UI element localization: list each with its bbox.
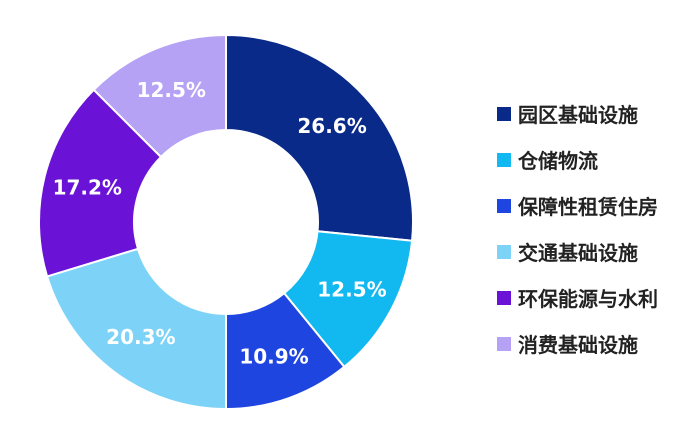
- slice-label-2: 12.5%: [317, 278, 386, 302]
- legend-swatch-4: [497, 244, 511, 259]
- legend-item-4: 交通基础设施: [497, 240, 658, 265]
- legend-item-5: 环保能源与水利: [497, 286, 658, 311]
- legend-item-3: 保障性租赁住房: [497, 194, 658, 219]
- legend-item-2: 仓储物流: [497, 148, 658, 173]
- legend-label-5: 环保能源与水利: [518, 287, 658, 311]
- slice-label-6: 12.5%: [137, 78, 206, 102]
- legend-swatch-6: [497, 336, 511, 351]
- legend-swatch-2: [497, 152, 511, 167]
- donut-slice-4: [45, 247, 227, 411]
- legend-item-1: 园区基础设施: [497, 102, 658, 127]
- legend-label-2: 仓储物流: [518, 149, 598, 173]
- legend-label-3: 保障性租赁住房: [518, 195, 658, 219]
- slice-label-4: 20.3%: [106, 325, 175, 349]
- legend-label-4: 交通基础设施: [518, 241, 638, 265]
- legend-label-1: 园区基础设施: [518, 103, 638, 127]
- chart-legend: 园区基础设施 仓储物流保障性租赁住房 交通基础设施 环保能源与水利 消费基础设施: [497, 102, 658, 378]
- legend-swatch-3: [497, 198, 511, 213]
- legend-label-6: 消费基础设施: [518, 333, 638, 357]
- legend-swatch-5: [497, 290, 511, 305]
- legend-item-6: 消费基础设施: [497, 332, 658, 357]
- slice-label-5: 17.2%: [53, 175, 122, 199]
- slice-label-1: 26.6%: [297, 114, 366, 138]
- donut-slice-6: [92, 33, 227, 159]
- legend-swatch-1: [497, 106, 511, 121]
- donut-slice-1: [225, 33, 414, 242]
- donut-slice-labels: 26.6% 12.5% 10.9% 20.3% 17.2% 12.5%: [53, 78, 387, 369]
- donut-slice-5: [38, 88, 163, 278]
- slice-label-3: 10.9%: [239, 345, 308, 369]
- donut-slices: [38, 33, 414, 411]
